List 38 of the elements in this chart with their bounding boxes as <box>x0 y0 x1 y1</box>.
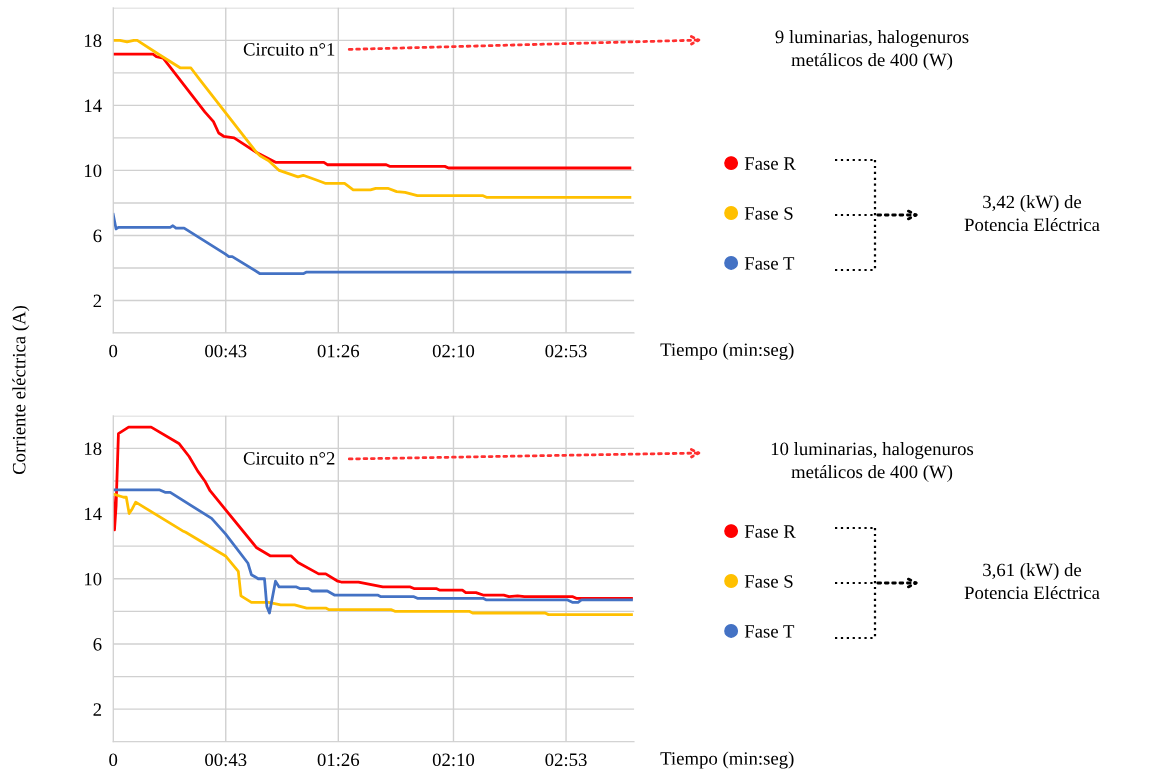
legend-label: Fase S <box>744 575 793 588</box>
x-tick-label: 00:43 <box>205 753 247 767</box>
x-tick-label: 02:10 <box>432 753 475 767</box>
x-tick-label: 02:53 <box>545 344 587 358</box>
legend-label: Fase T <box>744 625 795 638</box>
y-tick-label: 10 <box>84 572 102 586</box>
text: 9 luminarias, halogenuros metálicos de 400 (W) <box>775 30 969 70</box>
x-tick-label: 0 <box>109 753 118 767</box>
x-tick-label: 02:10 <box>432 344 475 358</box>
y-tick-label: 6 <box>93 638 102 651</box>
annotation: Circuito n°1 <box>243 43 335 56</box>
y-axis-title: Corriente eléctrica (A) <box>12 305 30 475</box>
x-tick-label: 01:26 <box>317 753 360 767</box>
y-tick-label: 18 <box>84 34 102 48</box>
annotation: Circuito n°2 <box>243 452 335 465</box>
x-tick-label: 02:53 <box>545 753 587 767</box>
line-series <box>113 425 633 600</box>
legend-label: Fase R <box>744 525 796 538</box>
legend-label: Fase S <box>744 207 793 220</box>
legend-label: Fase T <box>744 257 795 270</box>
y-tick-label: 2 <box>93 703 102 716</box>
x-axis-title: Tiempo (min:seg) <box>660 751 794 769</box>
line-series <box>113 38 632 199</box>
y-tick-label: 14 <box>84 99 102 112</box>
line-series <box>113 212 632 276</box>
y-tick-label: 14 <box>84 507 102 521</box>
y-tick-label: 6 <box>93 229 102 243</box>
x-axis-title: Tiempo (min:seg) <box>660 342 794 360</box>
x-tick-label: 0 <box>109 344 118 358</box>
y-tick-label: 10 <box>84 164 102 178</box>
y-tick-label: 2 <box>93 294 102 308</box>
text: 10 luminarias, halogenuros metálicos de 400 (W) <box>771 442 974 482</box>
legend-label: Fase R <box>744 157 796 170</box>
y-tick-label: 18 <box>84 442 102 456</box>
x-tick-label: 00:43 <box>205 344 247 358</box>
x-tick-label: 01:26 <box>317 344 360 358</box>
text: 3,61 (kW) de Potencia Eléctrica <box>964 563 1100 600</box>
text: 3,42 (kW) de Potencia Eléctrica <box>964 195 1100 232</box>
